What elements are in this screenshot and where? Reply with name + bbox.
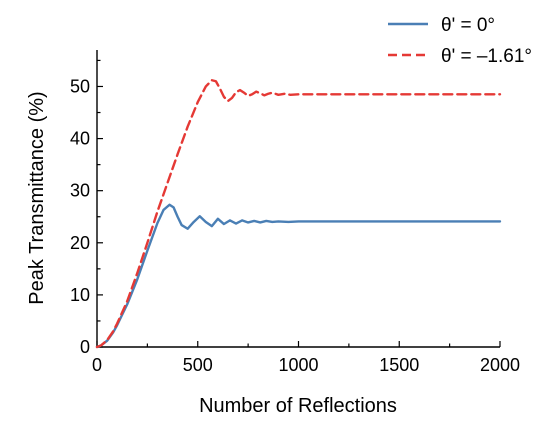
plot-area: 0 500 1000 1500 2000 0 10 20 30 40 50 (70, 50, 520, 375)
legend-label-series-0: θ' = 0° (441, 15, 495, 36)
x-tick-label-4: 2000 (480, 355, 520, 375)
x-tick-label-2: 1000 (278, 355, 318, 375)
series-layer (95, 79, 502, 349)
x-tick-label-3: 1500 (379, 355, 419, 375)
y-ticks: 0 10 20 30 40 50 (70, 59, 103, 357)
legend-label-series-1: θ' = –1.61° (441, 46, 532, 67)
y-axis-title: Peak Transmittance (%) (26, 91, 48, 304)
x-axis-title: Number of Reflections (199, 395, 397, 417)
y-tick-label-0: 0 (80, 337, 90, 357)
y-tick-label-1: 10 (70, 285, 90, 305)
x-ticks: 0 500 1000 1500 2000 (92, 341, 520, 375)
y-tick-label-3: 30 (70, 181, 90, 201)
series-line-0 (95, 203, 502, 349)
y-tick-label-5: 50 (70, 76, 90, 96)
legend: θ' = 0° θ' = –1.61° (388, 15, 532, 67)
x-tick-label-0: 0 (92, 355, 102, 375)
x-tick-label-1: 500 (183, 355, 213, 375)
y-tick-label-4: 40 (70, 129, 90, 149)
y-tick-label-2: 20 (70, 233, 90, 253)
series-line-1 (95, 79, 502, 349)
